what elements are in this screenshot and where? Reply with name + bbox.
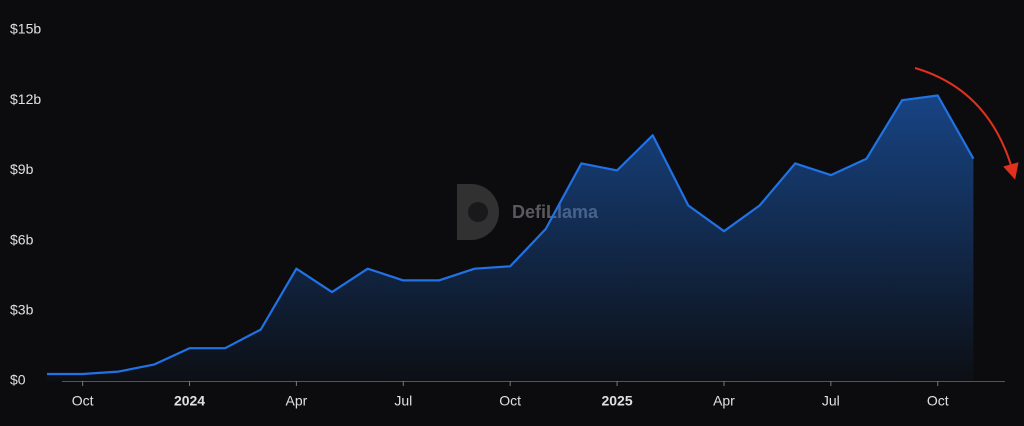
line bbox=[47, 94, 975, 376]
x-tick-label: Oct bbox=[72, 393, 94, 409]
x-tick-label: Apr bbox=[286, 393, 308, 409]
y-tick-label: $12b bbox=[10, 91, 41, 107]
x-tick-label: Jul bbox=[822, 393, 840, 409]
x-tick-label: Jul bbox=[394, 393, 412, 409]
x-tick-label: 2024 bbox=[174, 393, 205, 409]
y-tick-label: $15b bbox=[10, 21, 41, 37]
area-fill bbox=[47, 95, 974, 381]
x-tick-label: Apr bbox=[713, 393, 735, 409]
y-tick-label: $6b bbox=[10, 231, 34, 247]
y-tick-label: $0 bbox=[10, 372, 26, 388]
y-tick-label: $3b bbox=[10, 302, 34, 318]
watermark-logo bbox=[457, 184, 500, 241]
x-tick-label: 2025 bbox=[601, 393, 632, 409]
x-tick-label: Oct bbox=[499, 393, 521, 409]
x-tick-label: Oct bbox=[927, 393, 949, 409]
y-tick-label: $9b bbox=[10, 161, 34, 177]
trend-arrow bbox=[914, 67, 1019, 180]
